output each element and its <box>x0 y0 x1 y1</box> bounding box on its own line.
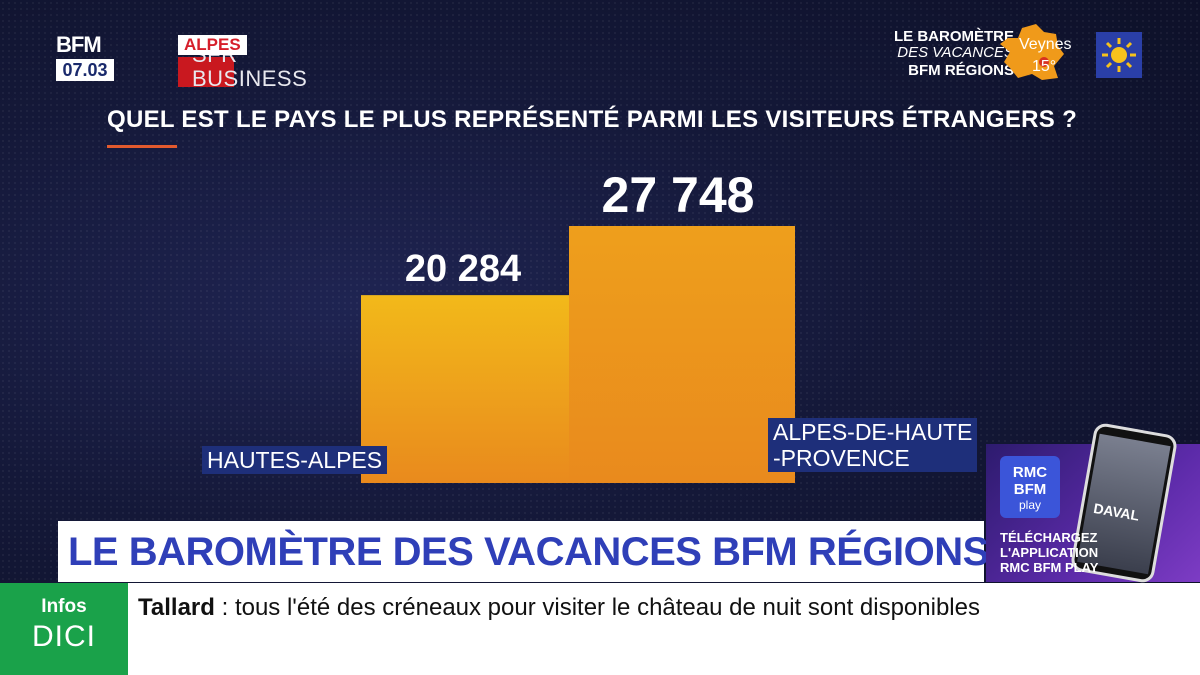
program-banner: LE BAROMÈTRE DES VACANCES BFM RÉGIONS <box>58 521 989 582</box>
barometer-weather-widget: LE BAROMÈTRE DES VACANCES BFM RÉGIONS Ve… <box>854 22 1144 84</box>
logo-red-block <box>178 57 234 87</box>
ticker-tag: Infos DICI <box>0 583 128 675</box>
bar-value-label-0: 20 284 <box>405 248 521 290</box>
weather-city: Veynes <box>1019 36 1072 53</box>
ticker-separator: : <box>214 594 235 621</box>
chart-question-title: QUEL EST LE PAYS LE PLUS REPRÉSENTÉ PARM… <box>107 106 1078 133</box>
logo-region: ALPES <box>178 35 247 55</box>
category-label-line: HAUTES-ALPES <box>207 447 383 473</box>
promo-call-to-action: TÉLÉCHARGEZ L'APPLICATION RMC BFM PLAY <box>1000 530 1098 575</box>
app-promo: RMC BFM play DAVAL TÉLÉCHARGEZ L'APPLICA… <box>986 421 1200 585</box>
ticker-tag-top: Infos <box>41 596 87 617</box>
france-map-icon <box>1000 24 1064 80</box>
promo-line1: TÉLÉCHARGEZ <box>1000 530 1098 545</box>
bar-1 <box>569 226 795 483</box>
logo-brand: BFM <box>56 32 102 57</box>
weather-temperature: 15° <box>1032 58 1057 75</box>
title-underline <box>107 145 177 148</box>
category-label-line: -PROVENCE <box>773 445 910 471</box>
program-banner-text: LE BAROMÈTRE DES VACANCES BFM RÉGIONS <box>68 530 989 574</box>
ticker-place: Tallard <box>138 594 215 621</box>
barometer-title-line3: BFM RÉGIONS <box>908 62 1014 79</box>
promo-logo-bfm: BFM <box>1013 481 1047 498</box>
category-label-line: ALPES-DE-HAUTE <box>773 419 973 445</box>
promo-logo-play: play <box>1018 498 1041 512</box>
barometer-title-line2: DES VACANCES <box>897 44 1014 61</box>
ticker-headline: Tallard : tous l'été des créneaux pour v… <box>138 593 1178 622</box>
category-label-hautes-alpes: HAUTES-ALPES <box>202 446 388 474</box>
sun-icon <box>1096 32 1142 78</box>
category-label-alpes-de-haute-provence: ALPES-DE-HAUTE -PROVENCE <box>768 418 978 472</box>
clock-time: 07.03 <box>56 59 114 81</box>
ticker-tag-bottom: DICI <box>32 620 96 653</box>
barometer-title-line1: LE BAROMÈTRE <box>894 28 1014 45</box>
promo-logo-rmc: RMC <box>1012 464 1048 481</box>
bar-0 <box>361 295 569 483</box>
ticker-message: tous l'été des créneaux pour visiter le … <box>234 594 980 621</box>
promo-line2: L'APPLICATION <box>1000 545 1099 560</box>
bar-value-label-1: 27 748 <box>602 167 755 223</box>
news-ticker: Infos DICI Tallard : tous l'été des crén… <box>0 583 1200 675</box>
promo-line3: RMC BFM PLAY <box>1000 560 1099 575</box>
rmc-bfm-play-logo: RMC BFM play <box>1000 456 1060 518</box>
